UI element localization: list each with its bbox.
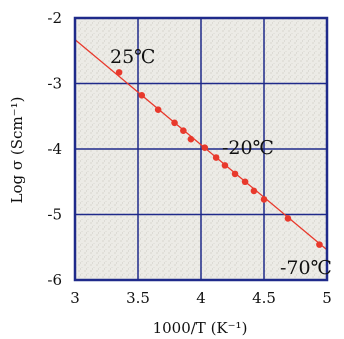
data-point-11 [250, 187, 258, 195]
data-point-1 [138, 91, 146, 99]
x-tick-labels: 3 3.5 4 4.5 5 [70, 289, 332, 307]
y-tick-labels: -2 -3 -4 -5 -6 [47, 9, 62, 289]
data-point-4 [180, 127, 187, 134]
plot-frame [73, 16, 329, 282]
data-point-7 [212, 154, 220, 161]
data-point-0 [115, 69, 123, 76]
data-point-3 [171, 119, 178, 127]
data-point-2 [154, 106, 162, 113]
data-point-9 [231, 170, 239, 178]
annotation-25c: 25℃ [110, 46, 155, 68]
x-tick-label: 3 [70, 289, 80, 307]
x-tick-label: 4 [196, 289, 206, 307]
data-point-12 [260, 196, 268, 203]
y-tick-label: -5 [47, 206, 62, 224]
y-tick-label: -4 [47, 140, 62, 158]
annotation-minus20c: -20℃ [222, 137, 274, 159]
data-point-5 [187, 135, 195, 143]
y-axis-label: Log σ (Scm⁻¹) [8, 97, 26, 204]
x-tick-label: 4.5 [252, 289, 276, 307]
data-points [115, 69, 323, 248]
x-axis-label: 1000/T (K⁻¹) [153, 319, 248, 337]
y-tick-label: -6 [47, 271, 62, 289]
data-point-6 [201, 144, 209, 151]
y-tick-label: -3 [47, 75, 62, 93]
data-point-8 [221, 162, 229, 169]
data-point-10 [241, 178, 249, 186]
y-tick-label: -2 [47, 9, 62, 27]
annotation-minus70c: -70℃ [280, 257, 332, 279]
data-point-13 [284, 215, 292, 222]
x-tick-label: 3.5 [126, 289, 150, 307]
x-tick-label: 5 [322, 289, 332, 307]
data-point-14 [316, 241, 323, 248]
